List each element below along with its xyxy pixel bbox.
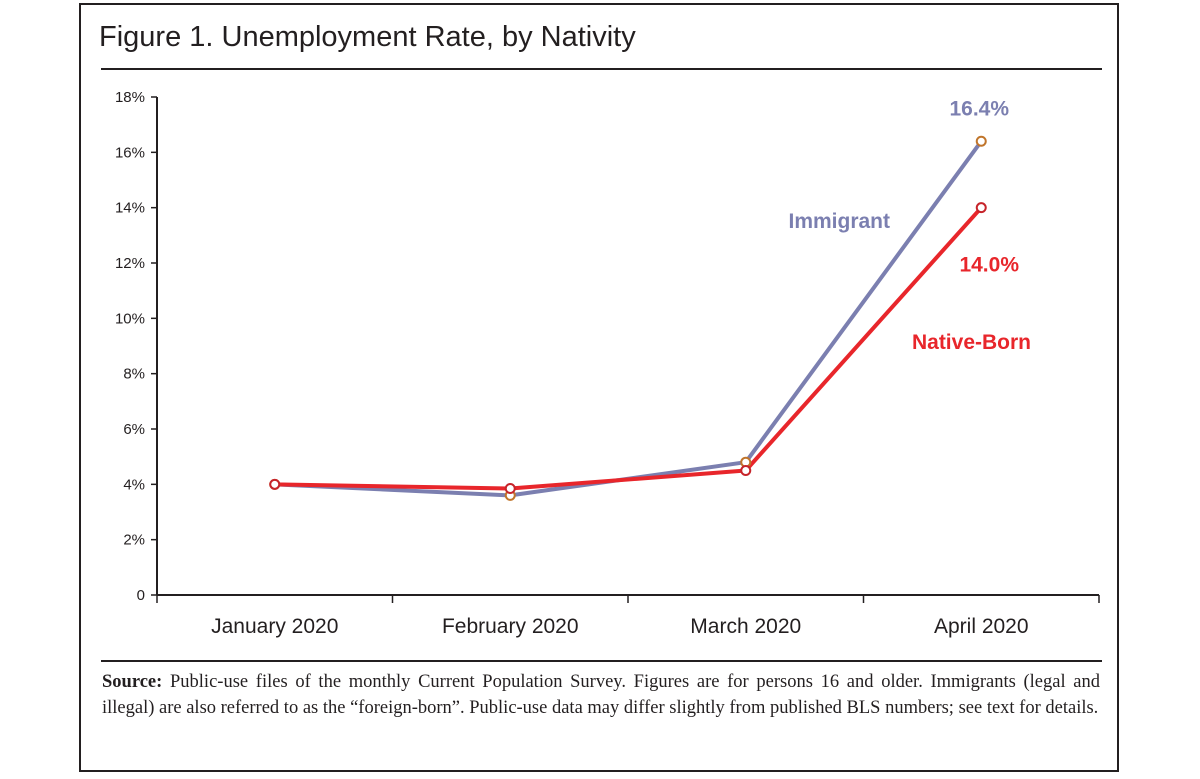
- data-point-immigrant: [975, 135, 987, 147]
- chart-series: [269, 135, 987, 501]
- y-tick-label: 6%: [123, 421, 145, 438]
- chart-labels: 16.4% Immigrant 14.0% Native-Born: [788, 97, 1031, 354]
- source-rule: [101, 660, 1102, 662]
- native-born-series-label: Native-Born: [912, 331, 1031, 354]
- immigrant-value-label: 16.4%: [949, 97, 1009, 120]
- chart-axes: 0 2% 4% 6% 8% 10% 12% 14% 16% 18% January 2020 Febr…: [115, 89, 1100, 638]
- y-tick-label: 14%: [115, 200, 145, 217]
- figure-frame: Figure 1. Unemployment Rate, by Nativity…: [79, 3, 1119, 772]
- source-note: Source: Public-use files of the monthly …: [102, 669, 1100, 721]
- x-tick-label: April 2020: [934, 615, 1029, 638]
- y-tick-label: 10%: [115, 310, 145, 327]
- title-rule: [101, 68, 1102, 70]
- line-chart: 0 2% 4% 6% 8% 10% 12% 14% 16% 18% January 2020 Febr…: [115, 89, 1100, 638]
- immigrant-series-label: Immigrant: [788, 210, 890, 233]
- source-label: Source:: [102, 672, 163, 692]
- y-tick-label: 2%: [123, 532, 145, 549]
- y-tick-label: 18%: [115, 89, 145, 106]
- x-tick-label: January 2020: [211, 615, 338, 638]
- figure-title: Figure 1. Unemployment Rate, by Nativity: [99, 21, 636, 53]
- series-line-immigrant: [272, 139, 984, 498]
- y-tick-label: 16%: [115, 144, 145, 161]
- y-tick-label: 4%: [123, 476, 145, 493]
- data-point-native-born: [504, 482, 516, 494]
- data-point-native-born: [975, 202, 987, 214]
- y-tick-label: 8%: [123, 366, 145, 383]
- series-line-native-born: [272, 205, 984, 491]
- x-tick-label: March 2020: [690, 615, 801, 638]
- y-tick-label: 0: [137, 587, 145, 604]
- y-tick-label: 12%: [115, 255, 145, 272]
- data-point-native-born: [740, 465, 752, 476]
- source-text: Public-use files of the monthly Current …: [102, 672, 1100, 718]
- native-born-value-label: 14.0%: [959, 253, 1019, 276]
- x-tick-label: February 2020: [442, 615, 579, 638]
- data-point-native-born: [269, 478, 281, 490]
